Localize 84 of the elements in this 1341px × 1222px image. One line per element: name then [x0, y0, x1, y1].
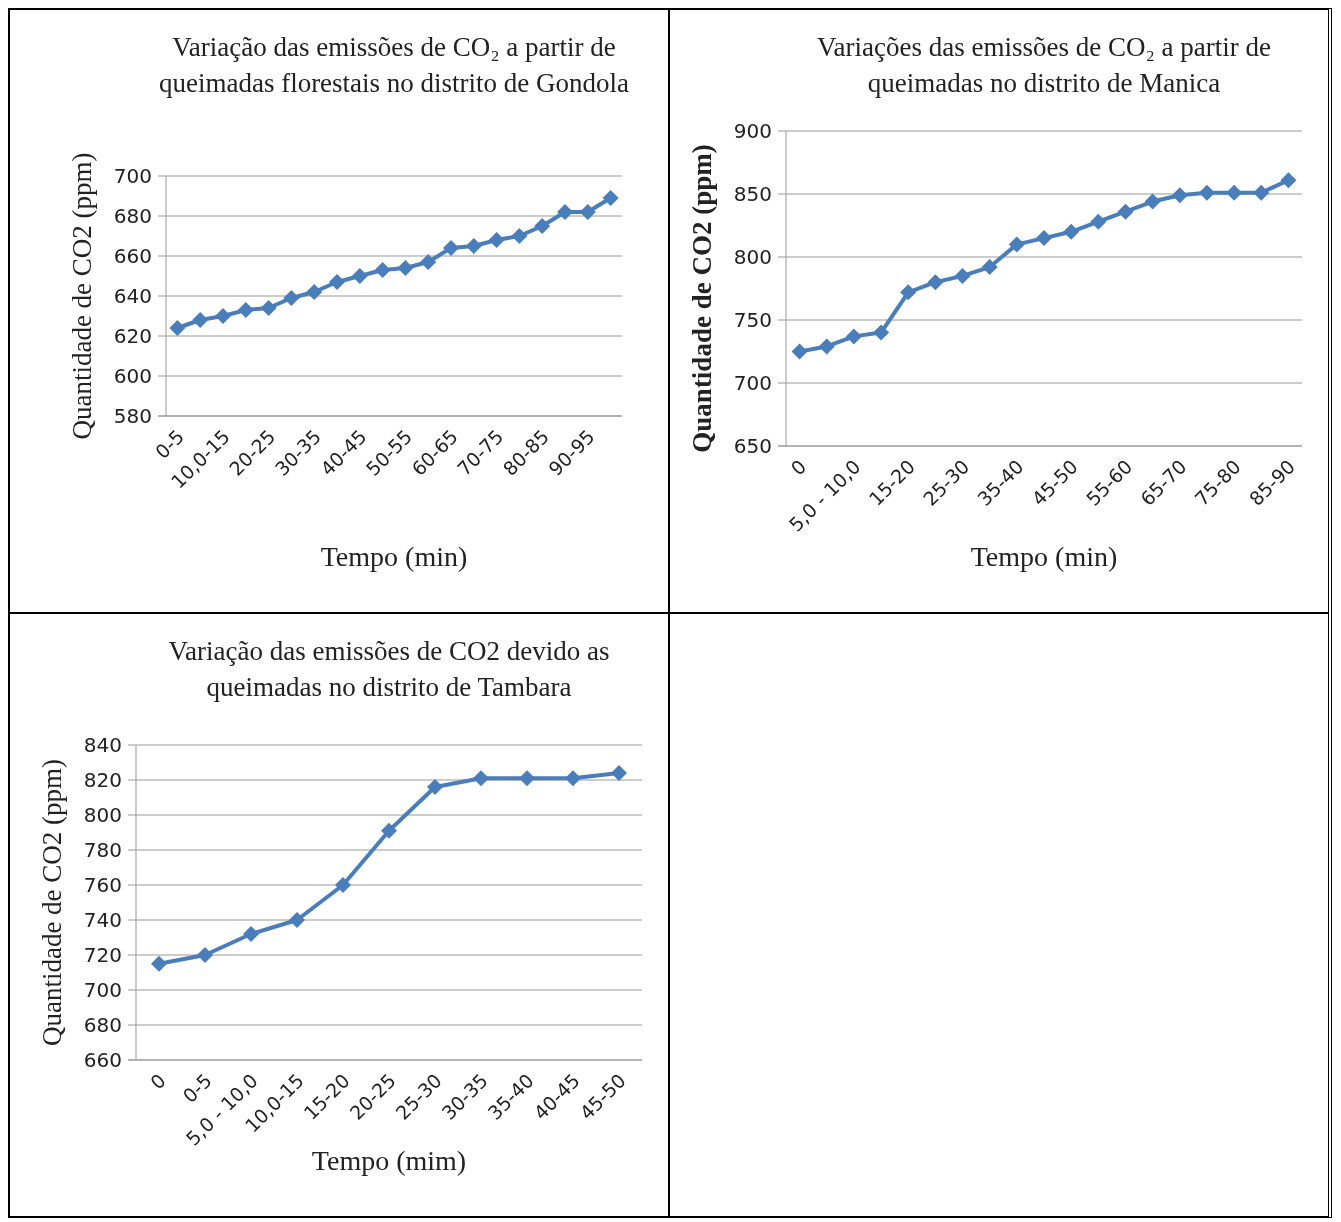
point	[329, 274, 345, 290]
point	[1280, 172, 1297, 189]
x-axis-title: Tempo (mim)	[311, 1145, 467, 1176]
point	[981, 259, 998, 276]
point	[169, 320, 186, 336]
point	[557, 204, 573, 220]
point	[1253, 184, 1270, 201]
y-tick-label: 620	[113, 324, 152, 348]
point	[1063, 223, 1080, 240]
chart-title: Variações das emissões de CO₂ a partir de queimadas no distrito de Manica	[816, 32, 1272, 98]
point	[611, 765, 627, 781]
y-tick-label: 820	[83, 768, 122, 792]
point	[900, 284, 917, 301]
point	[873, 324, 890, 341]
point	[283, 290, 300, 306]
point	[845, 328, 862, 345]
x-tick-label: 0	[786, 455, 811, 480]
point	[565, 770, 581, 787]
point	[465, 238, 482, 254]
point	[427, 779, 443, 795]
y-tick-label: 760	[83, 873, 122, 897]
point	[151, 955, 167, 972]
point	[954, 267, 971, 284]
point	[192, 312, 209, 328]
y-tick-label: 800	[83, 803, 122, 827]
point	[306, 284, 323, 300]
point	[818, 338, 835, 355]
point	[397, 260, 414, 276]
y-tick-label: 700	[83, 978, 122, 1002]
point	[1144, 193, 1161, 210]
point	[443, 240, 459, 256]
y-axis-title: Quantidade de CO2 (ppm)	[687, 144, 717, 453]
point	[1171, 187, 1188, 204]
point	[927, 274, 944, 291]
y-tick-label: 720	[83, 943, 122, 967]
y-tick-label: 700	[733, 371, 772, 395]
y-tick-label: 660	[83, 1048, 122, 1072]
y-tick-label: 780	[83, 838, 122, 862]
y-tick-label: 700	[113, 164, 152, 188]
point	[260, 300, 277, 316]
y-tick-label: 900	[733, 119, 772, 143]
point	[289, 912, 305, 928]
point	[1117, 203, 1134, 220]
x-axis-title: Tempo (min)	[970, 541, 1118, 572]
y-tick-label: 680	[83, 1013, 122, 1037]
point	[1198, 184, 1215, 201]
chart-title: Variação das emissões de CO₂ a partir de queimadas florestais no distrito de Gondola	[158, 32, 630, 98]
y-tick-label: 650	[733, 434, 772, 458]
x-axis-title: Tempo (min)	[320, 541, 468, 572]
point	[420, 254, 437, 270]
y-tick-label: 840	[83, 733, 122, 757]
point	[488, 232, 505, 248]
y-tick-label: 640	[113, 284, 152, 308]
point	[374, 262, 391, 278]
y-tick-label: 850	[733, 182, 772, 206]
point	[602, 190, 619, 206]
y-tick-label: 580	[113, 404, 152, 428]
x-tick-label: 0	[145, 1069, 170, 1094]
point	[534, 218, 551, 234]
point	[335, 877, 351, 893]
y-tick-label: 680	[113, 204, 152, 228]
point	[1226, 184, 1243, 201]
point	[351, 268, 368, 284]
x-tick-label: 0-5	[178, 1069, 216, 1107]
point	[519, 770, 535, 787]
point	[473, 770, 489, 787]
point	[1008, 236, 1025, 253]
y-axis-title: Quantidade de CO2 (ppm)	[37, 758, 67, 1047]
point	[243, 926, 259, 942]
y-tick-label: 600	[113, 364, 152, 388]
chart-title: Variação das emissões de CO2 devido as queimadas no distrito de Tambara	[168, 636, 610, 702]
y-tick-label: 800	[733, 245, 772, 269]
point	[511, 228, 528, 244]
y-tick-label: 750	[733, 308, 772, 332]
point	[197, 947, 213, 963]
y-axis-title: Quantidade de CO2 (ppm)	[67, 152, 97, 440]
y-tick-label: 660	[113, 244, 152, 268]
point	[381, 822, 397, 839]
y-tick-label: 740	[83, 908, 122, 932]
point	[1090, 213, 1107, 230]
point	[237, 302, 254, 318]
point	[791, 343, 808, 360]
point	[1036, 230, 1052, 247]
point	[215, 308, 231, 324]
